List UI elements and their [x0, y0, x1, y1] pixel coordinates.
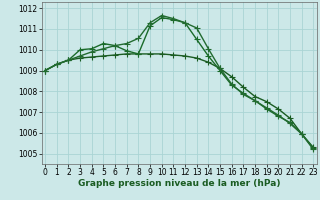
- X-axis label: Graphe pression niveau de la mer (hPa): Graphe pression niveau de la mer (hPa): [78, 179, 280, 188]
